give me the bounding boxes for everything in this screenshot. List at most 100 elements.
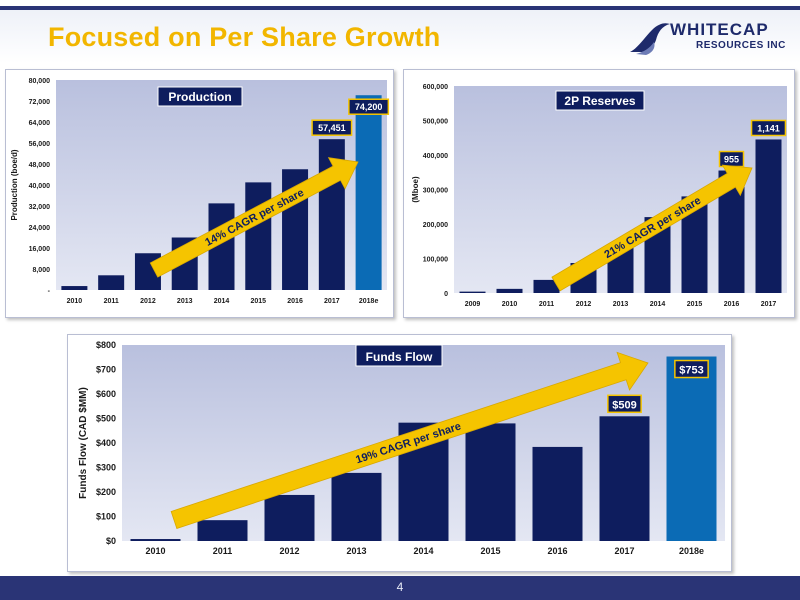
data-label: 57,451 bbox=[311, 119, 353, 136]
y-tick-label: 64,000 bbox=[29, 120, 51, 127]
y-tick-label: 16,000 bbox=[29, 246, 51, 253]
y-axis-label: Funds Flow (CAD $MM) bbox=[78, 387, 89, 499]
data-label-box bbox=[607, 394, 642, 414]
x-tick-label: 2010 bbox=[502, 301, 518, 308]
x-tick-label: 2013 bbox=[177, 298, 193, 305]
bar bbox=[533, 279, 560, 293]
chart-title: Funds Flow bbox=[355, 344, 443, 367]
bar bbox=[130, 539, 181, 541]
bar bbox=[264, 494, 315, 541]
chart-title: 2P Reserves bbox=[555, 90, 645, 111]
y-tick-label: 24,000 bbox=[29, 225, 51, 232]
chart-title-text: Production bbox=[168, 90, 231, 104]
data-label-text: 74,200 bbox=[355, 102, 383, 112]
y-tick-label: 200,000 bbox=[423, 222, 448, 229]
x-tick-label: 2014 bbox=[214, 298, 230, 305]
data-label-box bbox=[674, 359, 709, 379]
data-label-text: 955 bbox=[724, 155, 739, 165]
y-axis-label: (Mboe) bbox=[411, 176, 420, 203]
slide-title: Focused on Per Share Growth bbox=[48, 22, 441, 52]
x-tick-label: 2013 bbox=[613, 301, 629, 308]
data-label-text: 1,141 bbox=[757, 123, 780, 133]
data-label: 955 bbox=[718, 150, 745, 168]
bar bbox=[459, 291, 486, 293]
bar bbox=[465, 423, 516, 541]
y-tick-label: $600 bbox=[96, 389, 116, 399]
y-tick-label: 600,000 bbox=[423, 84, 448, 91]
x-tick-label: 2014 bbox=[650, 301, 666, 308]
whitecap-wave-icon bbox=[630, 23, 670, 55]
y-tick-label: $400 bbox=[96, 438, 116, 448]
reserves-chart: 0 100,000 200,000 300,000 400,000 500,000 600,… bbox=[411, 84, 787, 308]
x-tick-label: 2018e bbox=[679, 546, 704, 556]
x-tick-label: 2011 bbox=[213, 546, 233, 556]
data-label-text: $509 bbox=[612, 399, 636, 411]
data-label-text: $753 bbox=[679, 365, 703, 377]
y-tick-label: 0 bbox=[444, 291, 448, 298]
bar bbox=[197, 520, 248, 541]
chart-title-box bbox=[555, 90, 645, 111]
page-number: 4 bbox=[396, 580, 404, 594]
bar bbox=[532, 446, 583, 541]
x-tick-label: 2018e bbox=[359, 298, 379, 305]
y-tick-label: 72,000 bbox=[29, 99, 51, 106]
bar bbox=[245, 182, 272, 290]
x-tick-label: 2013 bbox=[346, 546, 366, 556]
x-tick-label: 2010 bbox=[145, 546, 165, 556]
x-tick-label: 2012 bbox=[140, 298, 156, 305]
y-tick-label: 80,000 bbox=[29, 78, 51, 85]
x-tick-label: 2011 bbox=[539, 301, 554, 308]
x-tick-label: 2009 bbox=[465, 301, 481, 308]
logo-text-primary: WHITECAP bbox=[670, 20, 769, 39]
bar bbox=[666, 356, 717, 541]
funds-flow-chart: $0 $100 $200 $300 $400 $500 $600 $700 $800 Funds … bbox=[78, 340, 725, 556]
y-tick-label: $200 bbox=[96, 487, 116, 497]
x-tick-label: 2015 bbox=[250, 298, 266, 305]
data-label-text: 57,451 bbox=[318, 123, 346, 133]
x-tick-label: 2017 bbox=[614, 546, 634, 556]
data-label-box bbox=[348, 98, 390, 115]
bar bbox=[599, 416, 650, 541]
x-tick-label: 2012 bbox=[279, 546, 299, 556]
production-panel: - 8,000 16,000 24,000 32,000 40,000 48,000 56,0… bbox=[5, 69, 394, 318]
header-band bbox=[0, 6, 800, 63]
y-axis-label: Production (boe/d) bbox=[10, 149, 19, 220]
x-tick-label: 2016 bbox=[287, 298, 303, 305]
data-label-box bbox=[750, 119, 787, 137]
cagr-arrow-shape bbox=[170, 351, 649, 530]
data-label: $509 bbox=[607, 394, 642, 414]
chart-title-text: 2P Reserves bbox=[564, 94, 636, 108]
y-tick-label: 100,000 bbox=[423, 257, 448, 264]
y-tick-label: $700 bbox=[96, 365, 116, 375]
x-tick-label: 2017 bbox=[761, 301, 777, 308]
slide-header: Focused on Per Share Growth WHITECAP RES… bbox=[0, 0, 800, 66]
logo-text-secondary: RESOURCES INC bbox=[696, 40, 786, 51]
chart-title: Production bbox=[157, 86, 243, 107]
x-tick-label: 2016 bbox=[724, 301, 740, 308]
x-tick-label: 2012 bbox=[576, 301, 592, 308]
y-tick-label: $500 bbox=[96, 414, 116, 424]
bar bbox=[755, 139, 782, 293]
x-tick-label: 2016 bbox=[547, 546, 567, 556]
bar bbox=[98, 275, 125, 290]
y-tick-label: 40,000 bbox=[29, 183, 51, 190]
data-label-box bbox=[311, 119, 353, 136]
x-tick-label: 2015 bbox=[480, 546, 500, 556]
cagr-arrow-shape bbox=[149, 157, 359, 278]
y-tick-label: 500,000 bbox=[423, 119, 448, 126]
reserves-panel: 0 100,000 200,000 300,000 400,000 500,000 600,… bbox=[403, 69, 795, 318]
chart-title-text: Funds Flow bbox=[366, 350, 433, 364]
y-tick-label: $300 bbox=[96, 463, 116, 473]
x-tick-label: 2014 bbox=[413, 546, 433, 556]
y-tick-label: 300,000 bbox=[423, 188, 448, 195]
bar bbox=[496, 288, 523, 293]
chart-title-box bbox=[355, 344, 443, 367]
data-label: 74,200 bbox=[348, 98, 390, 115]
x-tick-label: 2015 bbox=[687, 301, 703, 308]
bar bbox=[355, 95, 382, 290]
data-label: 1,141 bbox=[750, 119, 787, 137]
data-label: $753 bbox=[674, 359, 709, 379]
y-tick-label: 32,000 bbox=[29, 204, 51, 211]
chart-title-box bbox=[157, 86, 243, 107]
x-tick-label: 2011 bbox=[104, 298, 119, 305]
